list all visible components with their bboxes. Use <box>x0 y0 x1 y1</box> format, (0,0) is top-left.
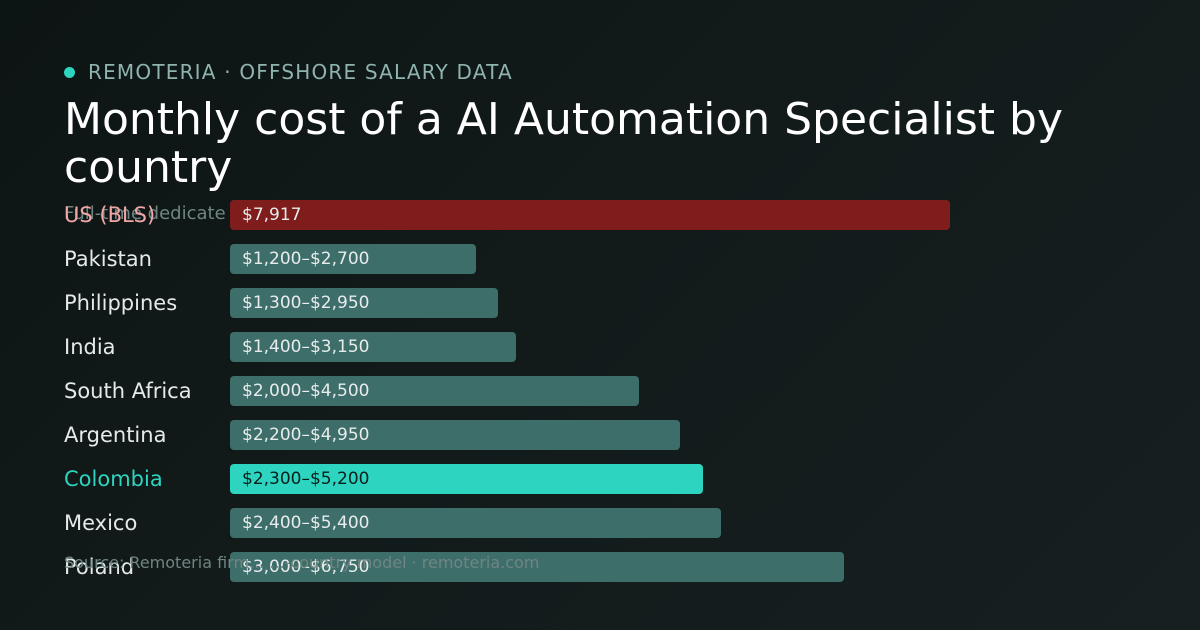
bar-value-label-colombia: $2,300–$5,200 <box>242 469 370 489</box>
category-label-south-africa: South Africa <box>64 379 192 403</box>
chart-title: Monthly cost of a AI Automation Speciali… <box>64 94 1063 193</box>
bar-poland: $3,000–$6,750 <box>230 552 844 582</box>
bar-philippines: $1,300–$2,950 <box>230 288 498 318</box>
category-label-poland: Poland <box>64 555 135 579</box>
bar-value-label-argentina: $2,200–$4,950 <box>242 425 370 445</box>
source-note: Source: Remoteria firm... ...-country mo… <box>64 553 540 572</box>
bar-value-label-india: $1,400–$3,150 <box>242 337 370 357</box>
category-label-philippines: Philippines <box>64 291 178 315</box>
bar-pakistan: $1,200–$2,700 <box>230 244 476 274</box>
bar-mexico: $2,400–$5,400 <box>230 508 721 538</box>
bar-value-label-poland: $3,000–$6,750 <box>242 557 370 577</box>
bar-value-label-philippines: $1,300–$2,950 <box>242 293 370 313</box>
bar-value-label-south-africa: $2,000–$4,500 <box>242 381 370 401</box>
bar-value-label-pakistan: $1,200–$2,700 <box>242 249 370 269</box>
bar-value-label-mexico: $2,400–$5,400 <box>242 513 370 533</box>
category-label-colombia: Colombia <box>64 467 163 491</box>
category-label-argentina: Argentina <box>64 423 167 447</box>
brand-dot-icon <box>64 66 75 78</box>
category-label-mexico: Mexico <box>64 511 138 535</box>
brand-label: REMOTERIA · OFFSHORE SALARY DATA <box>88 60 513 84</box>
bar-colombia: $2,300–$5,200 <box>230 464 703 494</box>
category-label-india: India <box>64 335 116 359</box>
chart-subtitle: Full-time dedicate <box>64 203 226 224</box>
bar-us-bls: $7,917 <box>230 200 950 230</box>
brand-header: REMOTERIA · OFFSHORE SALARY DATA <box>64 60 513 84</box>
bar-south-africa: $2,000–$4,500 <box>230 376 639 406</box>
bar-argentina: $2,200–$4,950 <box>230 420 680 450</box>
category-label-us-bls: US (BLS) <box>64 203 156 227</box>
bar-value-label-us-bls: $7,917 <box>242 205 302 225</box>
bar-india: $1,400–$3,150 <box>230 332 516 362</box>
category-label-pakistan: Pakistan <box>64 247 152 271</box>
